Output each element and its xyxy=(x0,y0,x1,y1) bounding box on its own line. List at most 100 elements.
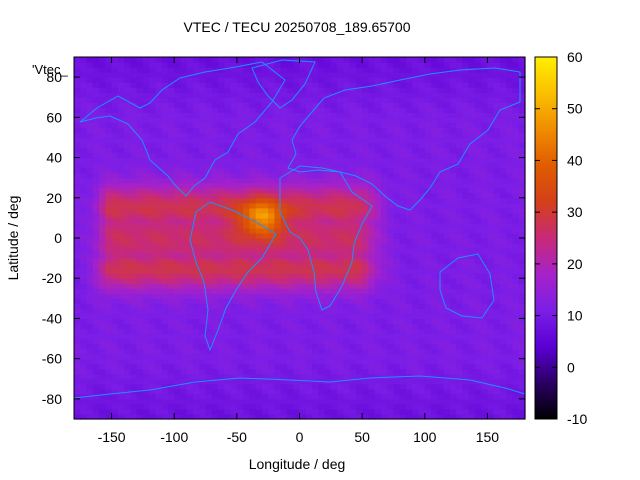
heatmap-cell xyxy=(368,167,376,174)
heatmap-cell xyxy=(149,112,157,118)
heatmap-cell xyxy=(149,137,157,144)
heatmap-cell xyxy=(92,268,100,274)
heatmap-cell xyxy=(268,258,276,264)
heatmap-cell xyxy=(167,368,175,375)
heatmap-cell xyxy=(180,408,188,415)
heatmap-cell xyxy=(130,132,138,139)
heatmap-cell xyxy=(155,388,163,395)
heatmap-cell xyxy=(431,227,438,234)
heatmap-cell xyxy=(80,328,88,335)
heatmap-cell xyxy=(380,343,388,350)
heatmap-cell xyxy=(261,363,269,370)
heatmap-cell xyxy=(142,62,150,68)
heatmap-cell xyxy=(330,408,338,415)
heatmap-cell xyxy=(474,92,482,98)
heatmap-cell xyxy=(249,82,257,88)
heatmap-cell xyxy=(437,112,445,118)
heatmap-cell xyxy=(499,333,507,340)
heatmap-cell xyxy=(487,338,495,345)
heatmap-cell xyxy=(437,283,445,289)
heatmap-cell xyxy=(493,197,501,204)
heatmap-cell xyxy=(349,167,357,174)
heatmap-cell xyxy=(362,408,369,415)
heatmap-cell xyxy=(261,378,269,385)
heatmap-cell xyxy=(74,147,81,154)
heatmap-cell xyxy=(437,182,445,189)
heatmap-cell xyxy=(286,358,294,365)
heatmap-cell xyxy=(230,172,238,179)
heatmap-cell xyxy=(80,398,88,405)
heatmap-cell xyxy=(117,263,125,269)
heatmap-cell xyxy=(431,102,438,108)
heatmap-cell xyxy=(462,393,470,400)
heatmap-cell xyxy=(299,212,307,219)
heatmap-cell xyxy=(186,202,194,209)
heatmap-cell xyxy=(261,283,269,289)
heatmap-cell xyxy=(343,72,351,78)
heatmap-cell xyxy=(468,243,476,249)
heatmap-cell xyxy=(499,227,507,234)
heatmap-cell xyxy=(74,278,81,284)
chart-title: VTEC / TECU 20250708_189.65700 xyxy=(183,19,410,35)
heatmap-cell xyxy=(431,303,438,309)
heatmap-cell xyxy=(355,67,363,73)
heatmap-cell xyxy=(418,192,426,199)
heatmap-cell xyxy=(193,273,200,279)
heatmap-cell xyxy=(105,308,113,315)
heatmap-cell xyxy=(199,187,207,194)
heatmap-cell xyxy=(337,162,344,169)
heatmap-cell xyxy=(456,212,463,219)
heatmap-cell xyxy=(437,107,445,113)
heatmap-cell xyxy=(437,117,445,123)
heatmap-cell xyxy=(399,288,407,294)
heatmap-cell xyxy=(261,207,269,214)
heatmap-cell xyxy=(130,177,138,184)
heatmap-cell xyxy=(487,182,495,189)
heatmap-cell xyxy=(462,373,470,380)
heatmap-cell xyxy=(236,207,244,214)
heatmap-cell xyxy=(468,388,476,395)
heatmap-cell xyxy=(499,57,507,63)
heatmap-cell xyxy=(86,293,94,299)
heatmap-cell xyxy=(456,363,463,370)
heatmap-cell xyxy=(218,238,225,244)
heatmap-cell xyxy=(368,313,376,320)
heatmap-cell xyxy=(387,107,395,113)
heatmap-cell xyxy=(174,263,182,269)
heatmap-cell xyxy=(205,288,213,294)
heatmap-cell xyxy=(286,87,294,93)
heatmap-cell xyxy=(424,258,432,264)
heatmap-cell xyxy=(249,338,257,345)
heatmap-cell xyxy=(236,303,244,309)
heatmap-cell xyxy=(180,323,188,330)
heatmap-cell xyxy=(330,102,338,108)
heatmap-cell xyxy=(130,373,138,380)
heatmap-cell xyxy=(462,102,470,108)
heatmap-cell xyxy=(443,403,451,410)
heatmap-cell xyxy=(274,227,282,234)
heatmap-cell xyxy=(293,343,301,350)
heatmap-cell xyxy=(393,368,401,375)
heatmap-cell xyxy=(437,393,445,400)
heatmap-cell xyxy=(180,172,188,179)
heatmap-cell xyxy=(481,72,489,78)
heatmap-cell xyxy=(74,368,81,375)
heatmap-cell xyxy=(355,398,363,405)
heatmap-cell xyxy=(387,378,395,385)
heatmap-cell xyxy=(186,97,194,103)
heatmap-cell xyxy=(136,313,144,320)
heatmap-cell xyxy=(218,293,225,299)
heatmap-cell xyxy=(318,298,326,304)
heatmap-cell xyxy=(462,333,470,340)
heatmap-cell xyxy=(268,142,276,149)
heatmap-cell xyxy=(199,67,207,73)
heatmap-cell xyxy=(343,248,351,254)
heatmap-cell xyxy=(312,142,319,149)
heatmap-cell xyxy=(343,217,351,224)
heatmap-cell xyxy=(405,202,413,209)
heatmap-cell xyxy=(161,398,169,405)
heatmap-cell xyxy=(211,92,219,98)
heatmap-cell xyxy=(80,338,88,345)
heatmap-cell xyxy=(405,388,413,395)
heatmap-cell xyxy=(293,62,301,68)
